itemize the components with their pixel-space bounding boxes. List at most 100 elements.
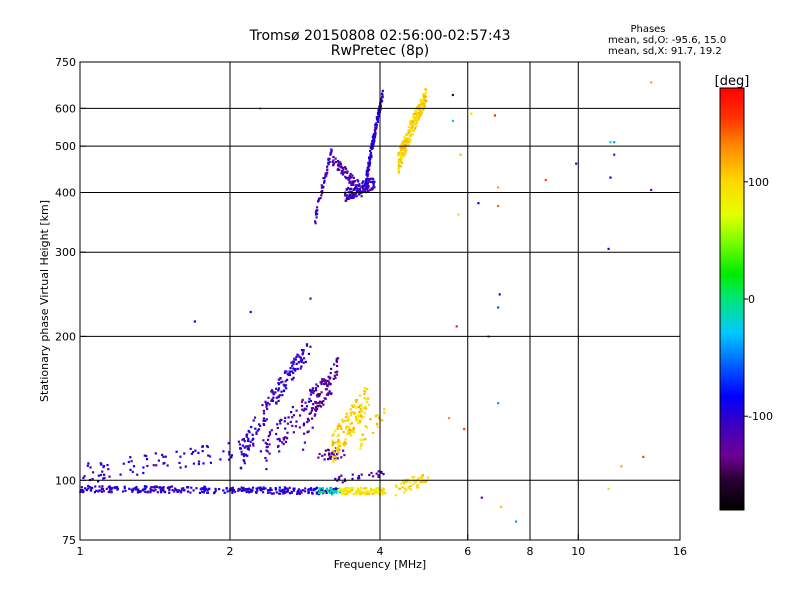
data-point — [342, 168, 345, 171]
data-point — [204, 489, 207, 492]
data-point — [192, 489, 195, 492]
data-point — [397, 171, 400, 174]
data-point — [419, 109, 422, 112]
data-point — [376, 120, 379, 123]
data-point — [228, 458, 231, 461]
data-point — [376, 414, 379, 417]
data-point — [107, 486, 110, 489]
data-point — [459, 153, 462, 156]
data-point — [335, 360, 338, 363]
data-point — [203, 485, 206, 488]
data-point — [149, 487, 152, 490]
data-point — [252, 419, 255, 422]
data-point — [332, 453, 335, 456]
data-point — [205, 445, 209, 448]
data-point — [292, 414, 295, 417]
data-point — [356, 487, 359, 490]
data-point — [166, 486, 169, 490]
data-point — [370, 154, 373, 157]
data-point — [397, 152, 400, 155]
data-point — [341, 418, 344, 421]
data-point — [99, 473, 103, 477]
data-point — [332, 441, 335, 444]
data-point — [375, 126, 378, 129]
data-point — [363, 387, 366, 390]
data-point — [323, 458, 326, 461]
data-point — [412, 116, 415, 119]
data-point — [309, 389, 312, 392]
data-point — [311, 426, 314, 429]
data-point — [258, 423, 261, 426]
data-point — [350, 176, 353, 179]
data-point — [369, 180, 372, 183]
data-point — [279, 422, 282, 425]
data-point — [303, 432, 306, 435]
data-point — [302, 448, 305, 451]
data-point — [395, 485, 398, 488]
data-point — [364, 438, 367, 441]
data-point — [237, 440, 240, 443]
data-point — [324, 388, 328, 391]
data-point — [286, 490, 289, 493]
data-point — [310, 417, 314, 420]
data-point — [354, 186, 357, 189]
data-point — [306, 431, 309, 434]
data-point — [288, 372, 291, 375]
y-tick-label: 750 — [55, 56, 76, 69]
data-point — [315, 492, 318, 495]
data-point — [328, 157, 331, 160]
data-point — [318, 401, 321, 404]
data-point — [418, 116, 421, 119]
data-point — [497, 204, 500, 208]
data-point — [275, 396, 278, 399]
data-point — [326, 489, 329, 492]
data-point — [355, 398, 359, 402]
data-point — [424, 480, 427, 483]
data-point — [87, 484, 90, 488]
data-point — [332, 488, 335, 491]
data-point — [335, 357, 338, 360]
data-point — [383, 408, 386, 411]
data-point — [404, 136, 407, 140]
data-point — [398, 168, 401, 171]
data-point — [324, 379, 327, 382]
data-point — [349, 172, 352, 176]
data-point — [157, 459, 160, 462]
data-point — [350, 429, 353, 432]
data-point — [251, 438, 254, 442]
data-point — [347, 197, 350, 200]
data-point — [248, 491, 251, 494]
data-point — [142, 489, 145, 492]
data-point — [291, 406, 294, 409]
data-point — [352, 180, 355, 183]
data-point — [369, 149, 372, 153]
data-point — [300, 491, 303, 494]
data-point — [409, 484, 412, 488]
data-point — [377, 475, 380, 478]
data-point — [97, 490, 100, 493]
data-point — [342, 449, 345, 452]
data-point — [416, 106, 419, 109]
data-point — [361, 181, 364, 185]
data-point — [259, 450, 262, 453]
data-point — [320, 401, 323, 404]
data-point — [334, 441, 337, 444]
data-point — [372, 141, 375, 144]
data-point — [416, 486, 419, 489]
data-point — [371, 147, 374, 150]
data-point — [348, 432, 351, 435]
data-point — [311, 387, 314, 390]
data-point — [361, 186, 364, 189]
data-point — [246, 489, 249, 492]
data-point — [282, 443, 285, 446]
data-point — [321, 490, 324, 493]
data-point — [355, 406, 358, 409]
data-point — [321, 487, 324, 490]
data-point — [284, 384, 288, 387]
data-point — [336, 364, 339, 367]
data-point — [331, 160, 334, 163]
data-point — [202, 491, 205, 494]
data-point — [277, 383, 281, 386]
data-point — [244, 445, 247, 448]
data-point — [368, 168, 371, 171]
